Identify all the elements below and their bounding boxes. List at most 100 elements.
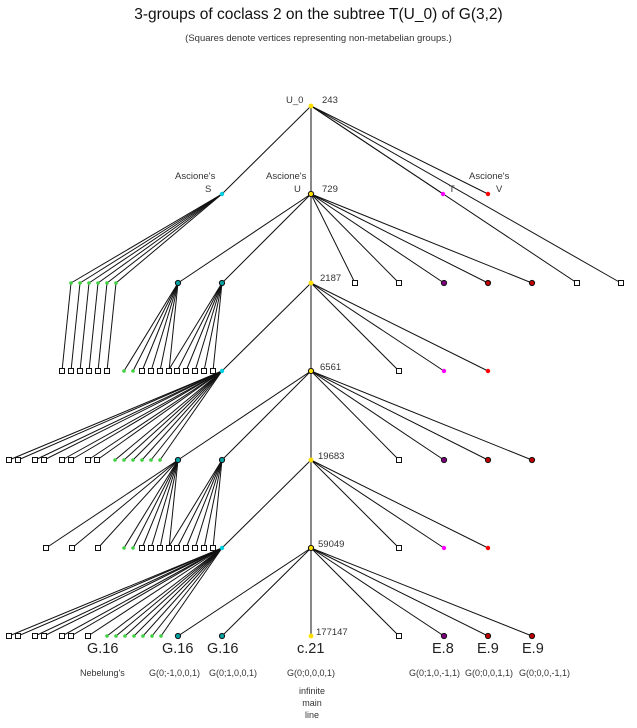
label-c21: c.21 — [297, 641, 324, 657]
diagram-title: 3-groups of coclass 2 on the subtree T(U… — [134, 6, 503, 23]
edge-729-child — [177, 193, 312, 284]
green-vertex — [132, 634, 136, 638]
green-vertex — [131, 369, 135, 373]
edge-cyan-child — [87, 370, 223, 461]
non-metabelian-vertex — [95, 368, 101, 374]
edge-capable-child — [203, 459, 223, 549]
non-metabelian-vertex — [166, 368, 172, 374]
non-metabelian-vertex — [183, 368, 189, 374]
edge-729-child — [221, 193, 312, 284]
label-g-main: G(0;0,0,0,1) — [287, 668, 335, 678]
non-metabelian-vertex — [210, 368, 216, 374]
label-e8: E.8 — [432, 641, 454, 657]
mainline-vertex — [308, 280, 314, 286]
tree-vertices — [6, 103, 624, 640]
edge-cyan-child — [160, 547, 223, 637]
order-label-243: 243 — [322, 95, 338, 106]
capable-vertex — [174, 456, 182, 464]
order-label-729: 729 — [322, 184, 338, 195]
edge-s-child — [106, 193, 223, 284]
edge-s-child — [79, 193, 223, 284]
green-vertex — [114, 634, 118, 638]
edge-capable-child — [167, 282, 223, 372]
edge-cyan-child — [96, 370, 223, 461]
edge-s-leaf — [97, 282, 108, 372]
edge-cyan-child — [142, 547, 223, 637]
edge-capable-child — [194, 282, 223, 372]
magenta-vertex — [441, 545, 447, 551]
cyan-vertex — [219, 368, 225, 374]
non-metabelian-vertex — [396, 457, 402, 463]
non-metabelian-vertex — [95, 545, 101, 551]
green-vertex — [131, 458, 135, 462]
red-vertex — [528, 279, 536, 287]
green-vertex — [159, 634, 163, 638]
non-metabelian-vertex — [43, 545, 49, 551]
non-metabelian-vertex — [86, 368, 92, 374]
mainline-vertex — [308, 457, 314, 463]
non-metabelian-vertex — [192, 368, 198, 374]
green-vertex — [78, 281, 82, 285]
edge-capable-child — [150, 459, 179, 549]
non-metabelian-vertex — [41, 633, 47, 639]
capable-vertex — [174, 279, 182, 287]
non-metabelian-vertex — [6, 633, 12, 639]
label-g16-c: G.16 — [207, 641, 238, 657]
label-g-e9a: G(0;0,0,1,1) — [465, 668, 513, 678]
non-metabelian-vertex — [15, 633, 21, 639]
edge-cyan-child — [115, 547, 223, 637]
non-metabelian-vertex — [139, 545, 145, 551]
edge-59049-child — [310, 547, 489, 637]
purple-vertex — [440, 456, 448, 464]
green-vertex — [122, 369, 126, 373]
non-metabelian-vertex — [6, 457, 12, 463]
order-label-6561: 6561 — [320, 362, 341, 373]
edge-capable-child — [185, 459, 223, 549]
mainline-vertex — [308, 633, 314, 639]
edge-cyan-child — [17, 370, 223, 461]
ascione-s-label-2: S — [205, 184, 211, 195]
edge-cyan-child — [151, 547, 223, 637]
non-metabelian-vertex — [396, 280, 402, 286]
mainline-note-1: infinite — [299, 686, 325, 696]
non-metabelian-vertex — [201, 368, 207, 374]
ascione-u-label-1: Ascione's — [266, 171, 307, 182]
edge-capable-child — [212, 282, 223, 372]
edge-capable-child — [45, 459, 179, 549]
order-label-59049: 59049 — [318, 539, 344, 550]
non-metabelian-vertex — [192, 545, 198, 551]
label-g-b: G(0;1,0,0,1) — [209, 668, 257, 678]
edge-capable-child — [132, 282, 179, 372]
ascione-s-vertex — [219, 191, 225, 197]
red-vertex — [484, 456, 492, 464]
green-vertex — [122, 546, 126, 550]
edge-6561-child — [177, 370, 312, 461]
non-metabelian-vertex — [352, 280, 358, 286]
non-metabelian-vertex — [85, 633, 91, 639]
edge-capable-child — [176, 459, 223, 549]
mainline-capable-vertex — [307, 367, 315, 375]
non-metabelian-vertex — [174, 368, 180, 374]
non-metabelian-vertex — [32, 633, 38, 639]
ascione-t-label: T — [449, 184, 455, 195]
edge-root-to-square — [310, 105, 622, 284]
non-metabelian-vertex — [183, 545, 189, 551]
label-g-a: G(0;-1,0,0,1) — [149, 668, 200, 678]
green-vertex — [96, 281, 100, 285]
edge-s-leaf — [61, 282, 72, 372]
ascione-t-vertex — [440, 191, 446, 197]
non-metabelian-vertex — [166, 545, 172, 551]
red-vertex — [484, 279, 492, 287]
edge-capable-child — [132, 459, 179, 549]
ascione-v-label-2: V — [496, 184, 503, 195]
non-metabelian-vertex — [104, 368, 110, 374]
edge-19683-square — [310, 459, 400, 549]
capable-vertex — [218, 632, 226, 640]
red-dot-vertex — [485, 368, 491, 374]
non-metabelian-vertex — [68, 457, 74, 463]
non-metabelian-vertex — [157, 368, 163, 374]
edge-59049-child — [310, 547, 445, 637]
edge-6561-child — [310, 370, 489, 461]
edge-59049-child — [177, 547, 312, 637]
non-metabelian-vertex — [574, 280, 580, 286]
